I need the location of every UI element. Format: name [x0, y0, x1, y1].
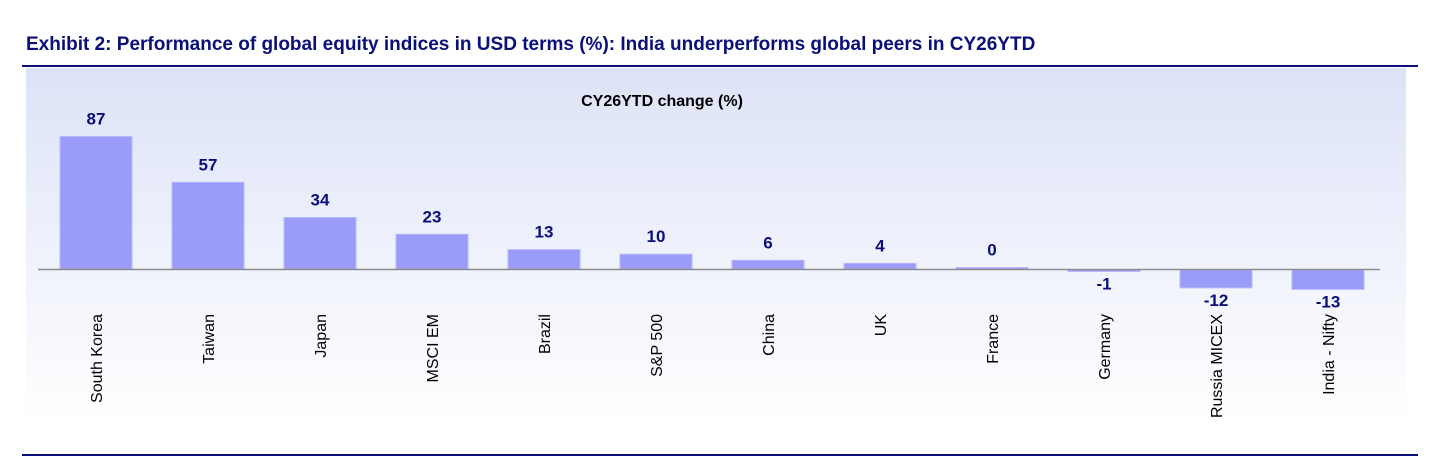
category-label: South Korea — [89, 314, 106, 403]
value-label: -13 — [1316, 292, 1341, 311]
category-label: Germany — [1097, 314, 1114, 380]
value-label: 0 — [987, 241, 996, 260]
chart-area: CY26YTD change (%) 87 South Korea 57 Taiwan… — [26, 68, 1406, 452]
bar-russia-micex — [1179, 269, 1253, 289]
value-label: -1 — [1096, 275, 1111, 294]
category-label: China — [761, 314, 778, 356]
category-label: Brazil — [537, 314, 554, 354]
bar-south-korea — [59, 135, 133, 270]
category-label: Japan — [313, 314, 330, 358]
value-label: 87 — [87, 109, 106, 128]
top-rule — [22, 65, 1418, 67]
bar-s-p-500 — [619, 253, 693, 270]
value-label: 4 — [875, 236, 885, 255]
bottom-rule — [22, 454, 1418, 456]
value-label: 57 — [199, 155, 218, 174]
category-label: S&P 500 — [649, 314, 666, 377]
category-label: MSCI EM — [425, 314, 442, 382]
bar-msci-em — [395, 233, 469, 270]
category-label: Taiwan — [201, 314, 218, 364]
value-label: 23 — [423, 207, 442, 226]
category-label: UK — [873, 314, 890, 337]
value-label: -12 — [1204, 291, 1229, 310]
category-label: France — [985, 314, 1002, 364]
category-label: Russia MICEX — [1209, 314, 1226, 418]
bar-japan — [283, 216, 357, 270]
bar-brazil — [507, 249, 581, 270]
chart-title: CY26YTD change (%) — [581, 93, 743, 110]
value-label: 10 — [647, 227, 666, 246]
bar-taiwan — [171, 181, 245, 270]
bar-uk — [843, 262, 917, 271]
value-label: 34 — [311, 190, 330, 209]
value-label: 6 — [763, 233, 772, 252]
bar-chart: CY26YTD change (%) 87 South Korea 57 Taiwan… — [38, 93, 1380, 418]
exhibit-title: Exhibit 2: Performance of global equity … — [26, 34, 1036, 55]
bar-india-nifty — [1291, 269, 1365, 290]
value-label: 13 — [535, 223, 554, 242]
category-label: India - Nifty — [1321, 314, 1338, 395]
bar-china — [731, 259, 805, 271]
